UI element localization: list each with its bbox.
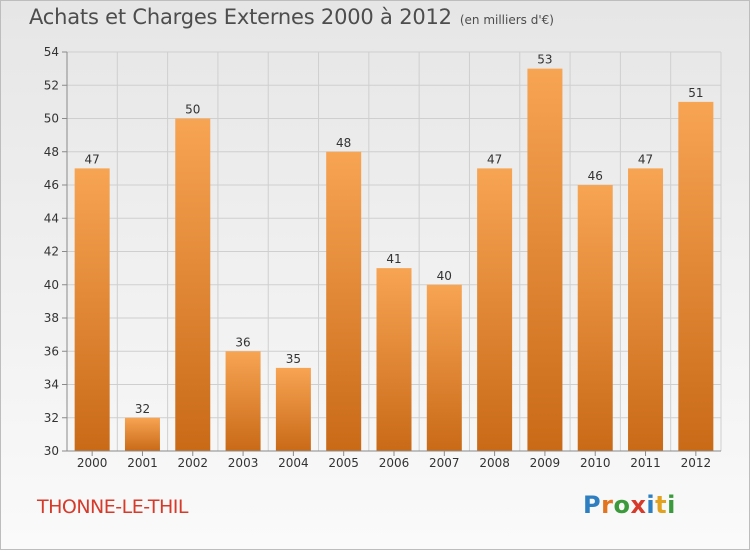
bar [175,118,211,451]
logo-letter: t [655,491,668,519]
x-tick-label: 2009 [530,456,561,470]
y-tick-label: 54 [44,45,59,59]
bar [678,101,714,451]
x-tick-label: 2007 [429,456,460,470]
bar [426,284,462,451]
data-label: 51 [688,86,703,100]
axes: 30 32 34 36 38 40 42 44 46 48 50 52 54 2000 2001 2002 20… [44,45,721,470]
logo-letter: i [667,491,676,519]
data-label: 41 [386,252,401,266]
x-tick-label: 2005 [328,456,359,470]
bar [376,268,412,451]
y-tick-label: 46 [44,178,59,192]
logo-letter: i [646,491,656,519]
x-tick-label: 2002 [177,456,208,470]
y-tick-label: 52 [44,78,59,92]
bar [326,151,362,451]
logo-letter: o [613,491,631,519]
y-tick-label: 44 [44,211,59,225]
bar [628,168,664,451]
chart-unit: (en milliers d'€) [459,13,554,27]
chart-title: Achats et Charges Externes 2000 à 2012 (e… [29,5,554,29]
x-tick-label: 2011 [630,456,661,470]
data-label: 36 [235,335,250,349]
bar [124,417,160,451]
chart-title-text: Achats et Charges Externes 2000 à 2012 [29,5,452,29]
y-tick-label: 34 [44,378,59,392]
data-label: 40 [437,269,452,283]
proxiti-logo: Proxiti [583,491,676,519]
y-tick-label: 48 [44,145,59,159]
bar [527,68,563,451]
y-tick-label: 32 [44,411,59,425]
data-label: 47 [85,152,100,166]
data-label: 53 [537,53,552,67]
data-label: 48 [336,136,351,150]
logo-letter: r [601,491,614,519]
y-tick-label: 40 [44,278,59,292]
y-tick-label: 38 [44,311,59,325]
bar [225,351,261,451]
y-tick-label: 50 [44,112,59,126]
bar [477,168,513,451]
logo-letter: P [583,491,602,519]
data-label: 50 [185,103,200,117]
x-tick-label: 2012 [681,456,712,470]
x-tick-label: 2004 [278,456,309,470]
data-label: 47 [487,152,502,166]
place-name: THONNE-LE-THIL [37,496,188,518]
bar [74,168,110,451]
y-tick-label: 30 [44,444,59,458]
x-tick-label: 2003 [228,456,259,470]
data-label: 35 [286,352,301,366]
x-tick-label: 2000 [77,456,108,470]
bar [275,367,311,451]
x-tick-label: 2008 [479,456,510,470]
y-tick-label: 36 [44,344,59,358]
bar [577,185,613,451]
x-tick-label: 2006 [379,456,410,470]
data-label: 46 [588,169,603,183]
logo-letter: x [630,491,647,519]
x-tick-label: 2001 [127,456,158,470]
data-label: 32 [135,402,150,416]
data-label: 47 [638,152,653,166]
y-tick-label: 42 [44,245,59,259]
bars: 47 32 50 36 35 48 41 40 47 53 46 47 51 [74,53,714,451]
x-tick-label: 2010 [580,456,611,470]
